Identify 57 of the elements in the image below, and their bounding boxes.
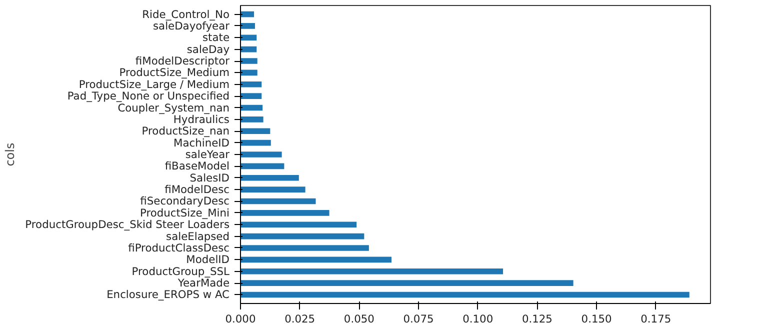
y-tick-label: saleElapsed <box>166 230 230 243</box>
y-tick-label: fiSecondaryDesc <box>140 194 230 208</box>
bar <box>240 292 690 298</box>
y-tick-label: ProductSize_Mini <box>140 206 230 220</box>
y-tick-label: ModelID <box>186 253 230 266</box>
bar <box>240 23 255 29</box>
bar <box>240 210 330 216</box>
bar <box>240 174 299 181</box>
bar <box>240 245 369 251</box>
y-tick-label: saleYear <box>185 148 230 161</box>
y-tick-label: saleDay <box>186 42 230 56</box>
bar <box>240 186 306 192</box>
y-tick-label: Ride_Control_No <box>142 8 230 21</box>
y-tick-label: state <box>202 31 230 44</box>
bar <box>240 152 282 158</box>
y-tick-label: fiProductClassDesc <box>128 241 230 254</box>
bar <box>240 34 257 41</box>
bar <box>240 58 258 64</box>
bar <box>240 104 263 111</box>
y-tick-label: Pad_Type_None or Unspecified <box>67 90 230 103</box>
y-tick-label: ProductSize_Medium <box>119 66 230 80</box>
y-tick-label: ProductGroupDesc_Skid Steer Loaders <box>25 218 230 232</box>
bar <box>240 70 258 76</box>
y-tick-label: YearMade <box>176 276 230 290</box>
bar <box>240 233 364 240</box>
x-tick-label: 0.000 <box>225 312 256 326</box>
x-tick-label: 0.025 <box>284 312 316 326</box>
y-tick-label: SalesID <box>190 171 230 184</box>
y-tick-label: ProductSize_Large / Medium <box>78 78 230 91</box>
bar <box>240 163 284 170</box>
bar <box>240 268 504 274</box>
x-tick-label: 0.125 <box>522 312 552 326</box>
y-tick-label: fiModelDescriptor <box>135 54 230 68</box>
x-tick-label: 0.100 <box>462 312 494 326</box>
bar <box>240 140 271 146</box>
bar <box>240 81 262 88</box>
bar <box>240 280 574 286</box>
y-tick-label: MachineID <box>174 136 230 150</box>
y-tick-label: Hydraulics <box>173 112 230 126</box>
y-tick-label: ProductGroup_SSL <box>132 264 230 278</box>
x-tick-label: 0.175 <box>640 312 672 326</box>
x-tick-label: 0.150 <box>581 312 612 326</box>
y-tick-label: ProductSize_nan <box>142 124 230 138</box>
x-tick-label: 0.075 <box>403 312 434 326</box>
bar <box>240 93 262 99</box>
bar <box>240 222 357 228</box>
y-tick-label: saleDayofyear <box>153 19 230 32</box>
y-axis-title: cols <box>3 142 18 166</box>
bar <box>240 198 316 204</box>
bar <box>240 128 270 134</box>
y-tick-label: fiModelDesc <box>164 183 230 196</box>
bar <box>240 116 264 122</box>
y-tick-label: Coupler_System_nan <box>118 101 230 114</box>
y-tick-label: Enclosure_EROPS w AC <box>106 288 230 302</box>
x-tick-label: 0.050 <box>344 312 375 326</box>
y-tick-label: fiBaseModel <box>164 160 230 173</box>
bar <box>240 256 392 263</box>
